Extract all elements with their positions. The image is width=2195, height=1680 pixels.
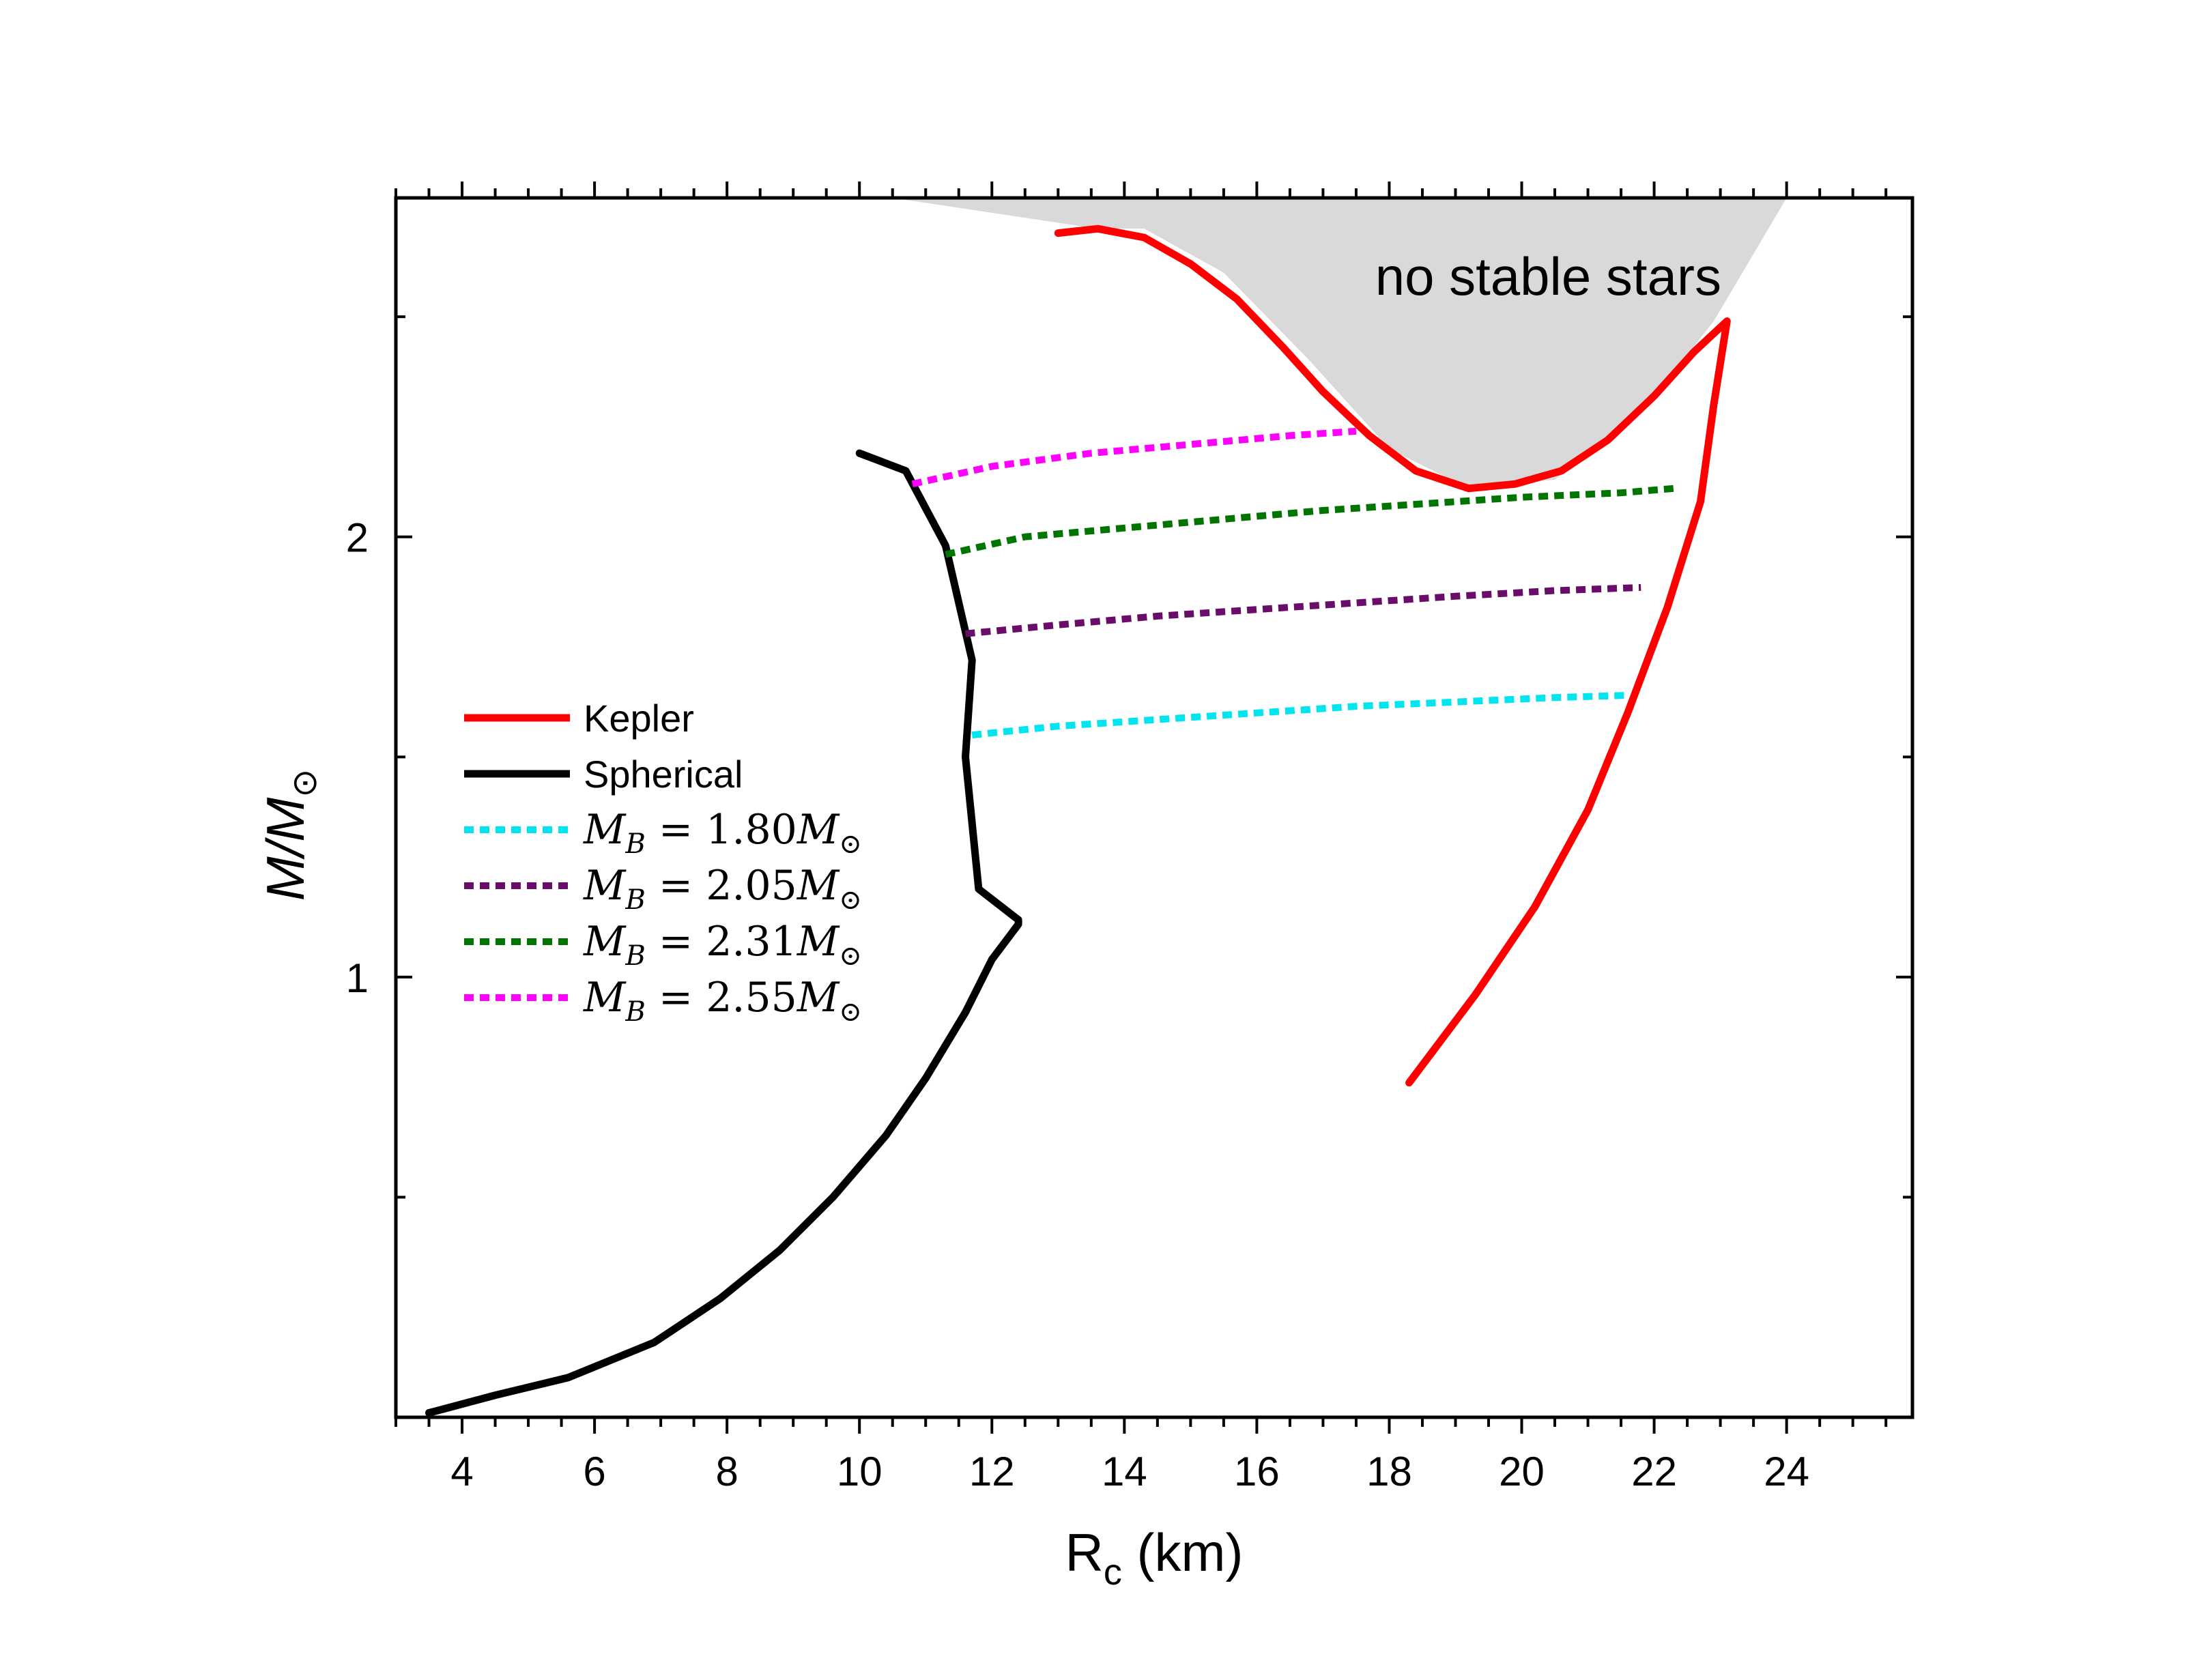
legend-label-3: MB = 2.05M⊙ [583,862,862,916]
series-line-3 [965,583,1641,637]
series-line-0 [1054,225,1731,1087]
x-tick-label: 22 [1631,1449,1677,1494]
x-tick-label: 8 [715,1449,738,1494]
no-stable-stars-annotation: no stable stars [1375,246,1721,306]
x-axis-title: Rc (km) [1065,1522,1244,1593]
legend-label-1: Spherical [584,753,743,796]
series-line-1 [425,449,1022,1417]
x-axis-title-unit: (km) [1122,1522,1244,1582]
legend-label-4: MB = 2.31M⊙ [583,918,862,972]
x-tick-label: 6 [583,1449,605,1494]
no-stable-region [892,198,1787,489]
x-tick-label: 4 [450,1449,473,1494]
x-tick-label: 20 [1499,1449,1545,1494]
x-tick-label: 14 [1102,1449,1147,1494]
x-tick-label: 24 [1764,1449,1809,1494]
series-line-5 [911,427,1357,488]
y-tick-label: 2 [346,515,369,561]
y-tick-label: 1 [346,955,369,1001]
x-tick-label: 10 [837,1449,883,1494]
x-tick-label: 16 [1234,1449,1280,1494]
x-axis-title-sub: c [1104,1552,1122,1593]
x-tick-label: 18 [1366,1449,1412,1494]
y-axis-title-main: M/M [255,798,315,901]
legend-label-0: Kepler [584,697,694,740]
plot-frame [394,196,1914,1419]
x-axis-title-main: R [1065,1522,1104,1582]
series-line-4 [945,484,1675,558]
legend-label-2: MB = 1.80M⊙ [583,806,862,860]
y-axis-title-sub: ⊙ [285,769,324,798]
y-axis-title: M/M⊙ [255,769,324,901]
x-tick-label: 12 [969,1449,1015,1494]
series-line-2 [971,692,1628,739]
legend-label-5: MB = 2.55M⊙ [583,974,862,1028]
